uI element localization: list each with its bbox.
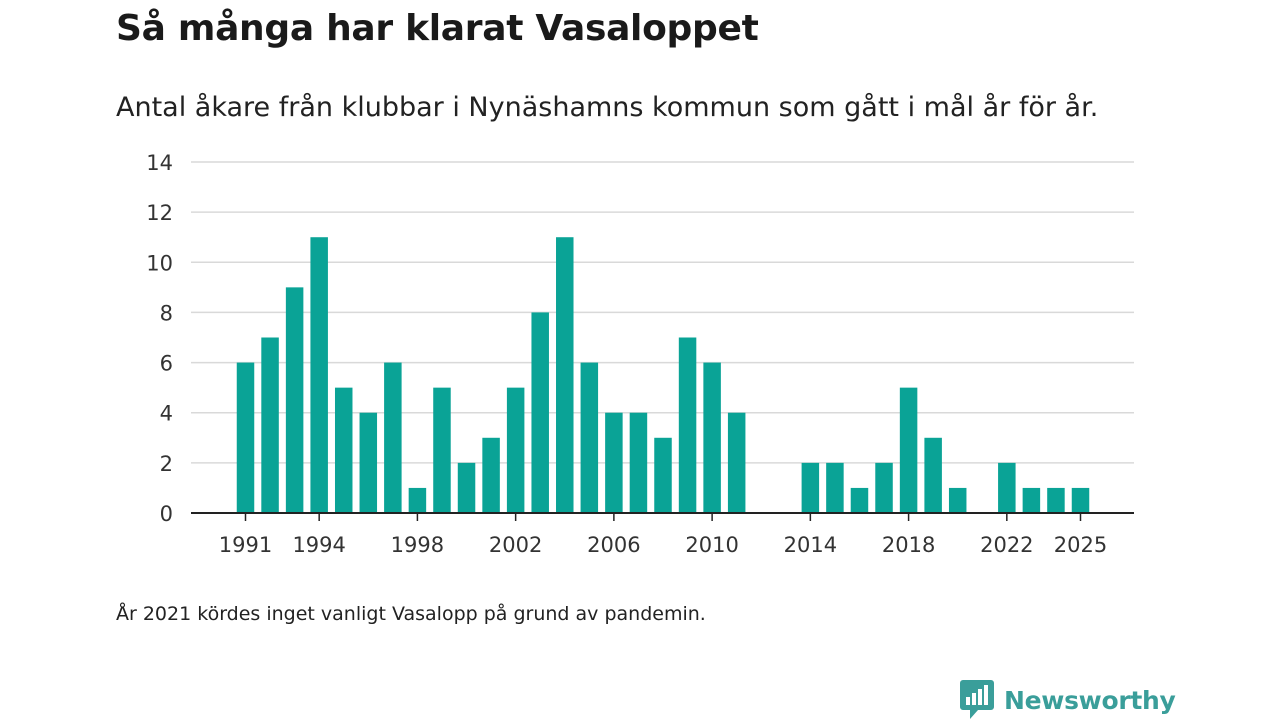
bar-2009[interactable] [678,337,697,514]
y-tick-label: 4 [160,402,173,426]
y-tick-label: 12 [146,201,173,225]
bar-2018[interactable] [899,387,918,513]
footnote: År 2021 kördes inget vanligt Vasalopp på… [116,603,706,625]
bar-2008[interactable] [654,437,672,513]
y-tick-label: 8 [160,301,173,325]
y-tick-label: 2 [160,452,173,476]
bars [236,237,1090,514]
bar-2005[interactable] [580,362,599,513]
bar-1999[interactable] [433,387,451,513]
x-tick-label: 2022 [980,533,1033,557]
bar-chart: 0 2 4 6 8 10 12 14 1991 1994 1998 2002 2006 2010 2014… [146,151,1134,557]
newsworthy-logo-icon [960,680,994,719]
bar-2002[interactable] [506,387,525,513]
y-tick-label: 0 [160,502,173,526]
x-tick-label: 1998 [391,533,444,557]
bar-2006[interactable] [605,412,623,513]
x-tick-label: 2006 [587,533,640,557]
bar-1996[interactable] [359,412,378,513]
x-tick-label: 2025 [1054,533,1107,557]
x-tick-label: 1991 [219,533,272,557]
bar-2023[interactable] [1022,487,1041,513]
bar-2004[interactable] [556,237,574,513]
newsworthy-logo-label: Newsworthy [1004,685,1176,715]
bar-1994[interactable] [310,237,328,513]
bar-2001[interactable] [482,437,500,513]
x-tick-label: 2002 [489,533,542,557]
bar-1991[interactable] [236,362,255,513]
chart-subtitle: Antal åkare från klubbar i Nynäshamns ko… [116,92,1099,123]
bar-2015[interactable] [826,462,844,513]
bar-2007[interactable] [629,412,648,513]
bar-1992[interactable] [261,337,279,514]
bar-2022[interactable] [998,462,1016,513]
bar-2003[interactable] [531,312,549,513]
grid-lines [191,161,1134,464]
bar-2017[interactable] [875,462,893,513]
bar-2010[interactable] [703,362,721,513]
bar-1995[interactable] [334,387,353,513]
newsworthy-logo[interactable]: Newsworthy [960,680,1176,720]
bar-2024[interactable] [1047,487,1065,513]
x-tick-label: 2018 [882,533,935,557]
x-axis-ticks: 1991 1994 1998 2002 2006 2010 2014 2018 2022 2025 [219,513,1107,557]
bar-2011[interactable] [727,412,746,513]
chart-title: Så många har klarat Vasaloppet [116,8,759,49]
x-tick-label: 2014 [784,533,837,557]
bar-2019[interactable] [924,437,942,513]
x-tick-label: 2010 [685,533,738,557]
bar-2014[interactable] [801,462,820,513]
bar-1993[interactable] [285,287,304,513]
y-axis-ticks: 0 2 4 6 8 10 12 14 [146,151,173,526]
bar-2020[interactable] [948,487,967,513]
y-tick-label: 14 [146,151,173,175]
y-tick-label: 10 [146,251,173,275]
bar-2016[interactable] [850,487,869,513]
bar-2025[interactable] [1071,487,1090,513]
bar-1997[interactable] [384,362,402,513]
bar-2000[interactable] [457,462,476,513]
bar-1998[interactable] [408,487,427,513]
y-tick-label: 6 [160,352,173,376]
x-tick-label: 1994 [292,533,345,557]
